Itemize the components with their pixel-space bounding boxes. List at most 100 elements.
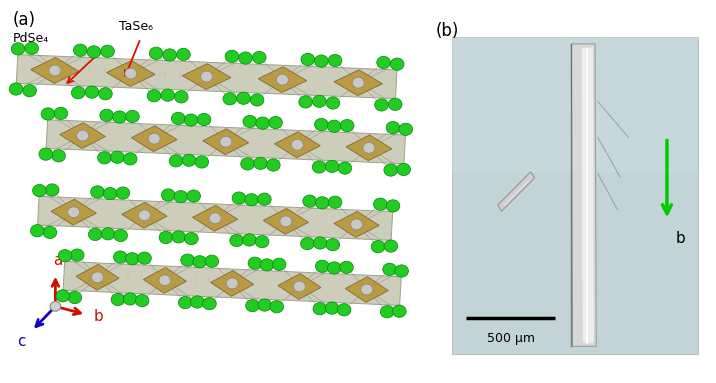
Text: PdSe₄: PdSe₄ (13, 32, 49, 45)
Ellipse shape (174, 191, 188, 203)
Polygon shape (346, 135, 392, 161)
Ellipse shape (313, 95, 326, 107)
Ellipse shape (258, 299, 271, 311)
Ellipse shape (161, 89, 175, 101)
Ellipse shape (241, 158, 254, 170)
Ellipse shape (245, 194, 258, 206)
Ellipse shape (172, 231, 185, 243)
Ellipse shape (101, 45, 115, 57)
Ellipse shape (352, 77, 364, 88)
Ellipse shape (246, 300, 259, 312)
Ellipse shape (361, 284, 373, 295)
Ellipse shape (123, 293, 137, 305)
Ellipse shape (270, 301, 284, 313)
Ellipse shape (325, 160, 339, 172)
Ellipse shape (43, 226, 57, 239)
Polygon shape (582, 47, 594, 343)
Ellipse shape (112, 111, 126, 123)
Ellipse shape (77, 130, 89, 141)
Polygon shape (16, 55, 397, 98)
Ellipse shape (223, 93, 237, 105)
Ellipse shape (326, 239, 339, 251)
Ellipse shape (123, 153, 137, 165)
Ellipse shape (110, 151, 124, 163)
Ellipse shape (294, 281, 306, 292)
Polygon shape (131, 126, 177, 152)
Ellipse shape (182, 154, 195, 166)
Ellipse shape (103, 188, 117, 200)
Ellipse shape (374, 99, 388, 111)
Ellipse shape (340, 119, 354, 132)
Ellipse shape (256, 236, 269, 248)
Ellipse shape (163, 49, 177, 61)
Ellipse shape (193, 256, 206, 268)
Ellipse shape (185, 232, 198, 245)
Ellipse shape (137, 252, 151, 264)
Polygon shape (211, 270, 253, 296)
Ellipse shape (180, 254, 195, 266)
Ellipse shape (272, 258, 286, 270)
Ellipse shape (197, 113, 211, 126)
Ellipse shape (314, 237, 327, 249)
Ellipse shape (386, 121, 400, 134)
Ellipse shape (326, 97, 340, 109)
Ellipse shape (31, 224, 44, 237)
Polygon shape (143, 267, 186, 293)
Ellipse shape (238, 52, 252, 64)
Ellipse shape (138, 210, 150, 221)
Ellipse shape (276, 74, 289, 85)
Ellipse shape (150, 47, 163, 59)
Ellipse shape (339, 261, 353, 273)
Ellipse shape (58, 250, 72, 262)
Text: (a): (a) (13, 11, 36, 29)
Ellipse shape (148, 133, 160, 144)
Polygon shape (345, 277, 388, 303)
Polygon shape (51, 199, 97, 225)
Ellipse shape (68, 291, 82, 304)
Ellipse shape (377, 56, 390, 69)
Ellipse shape (268, 116, 282, 129)
Ellipse shape (280, 216, 292, 227)
Ellipse shape (41, 108, 54, 120)
Ellipse shape (33, 185, 47, 197)
Text: TaSe₆: TaSe₆ (120, 20, 153, 33)
Ellipse shape (316, 197, 329, 209)
Ellipse shape (384, 164, 397, 176)
Polygon shape (63, 262, 401, 305)
FancyBboxPatch shape (452, 37, 697, 173)
Text: b: b (675, 231, 685, 246)
Polygon shape (571, 44, 596, 346)
Ellipse shape (226, 278, 238, 289)
Ellipse shape (161, 189, 175, 201)
Ellipse shape (125, 253, 139, 265)
Ellipse shape (184, 114, 198, 126)
Polygon shape (183, 64, 231, 90)
Ellipse shape (225, 50, 238, 62)
Ellipse shape (125, 110, 139, 123)
Polygon shape (31, 57, 79, 83)
Ellipse shape (85, 86, 99, 98)
Ellipse shape (159, 275, 171, 286)
Ellipse shape (399, 123, 412, 136)
Ellipse shape (171, 112, 185, 124)
Polygon shape (76, 264, 119, 290)
Polygon shape (263, 208, 309, 234)
Ellipse shape (68, 207, 79, 218)
Ellipse shape (111, 293, 125, 306)
Ellipse shape (195, 156, 208, 168)
Ellipse shape (72, 87, 85, 99)
Polygon shape (37, 196, 392, 240)
Ellipse shape (327, 120, 341, 133)
Text: b: b (94, 309, 104, 324)
Ellipse shape (125, 68, 137, 79)
Text: (b): (b) (435, 22, 458, 40)
Ellipse shape (190, 296, 204, 308)
Polygon shape (46, 120, 405, 164)
Ellipse shape (232, 192, 246, 204)
Ellipse shape (200, 71, 213, 82)
Ellipse shape (384, 240, 397, 252)
Ellipse shape (175, 91, 188, 103)
Ellipse shape (177, 48, 190, 61)
Ellipse shape (243, 234, 256, 246)
Ellipse shape (209, 213, 221, 224)
